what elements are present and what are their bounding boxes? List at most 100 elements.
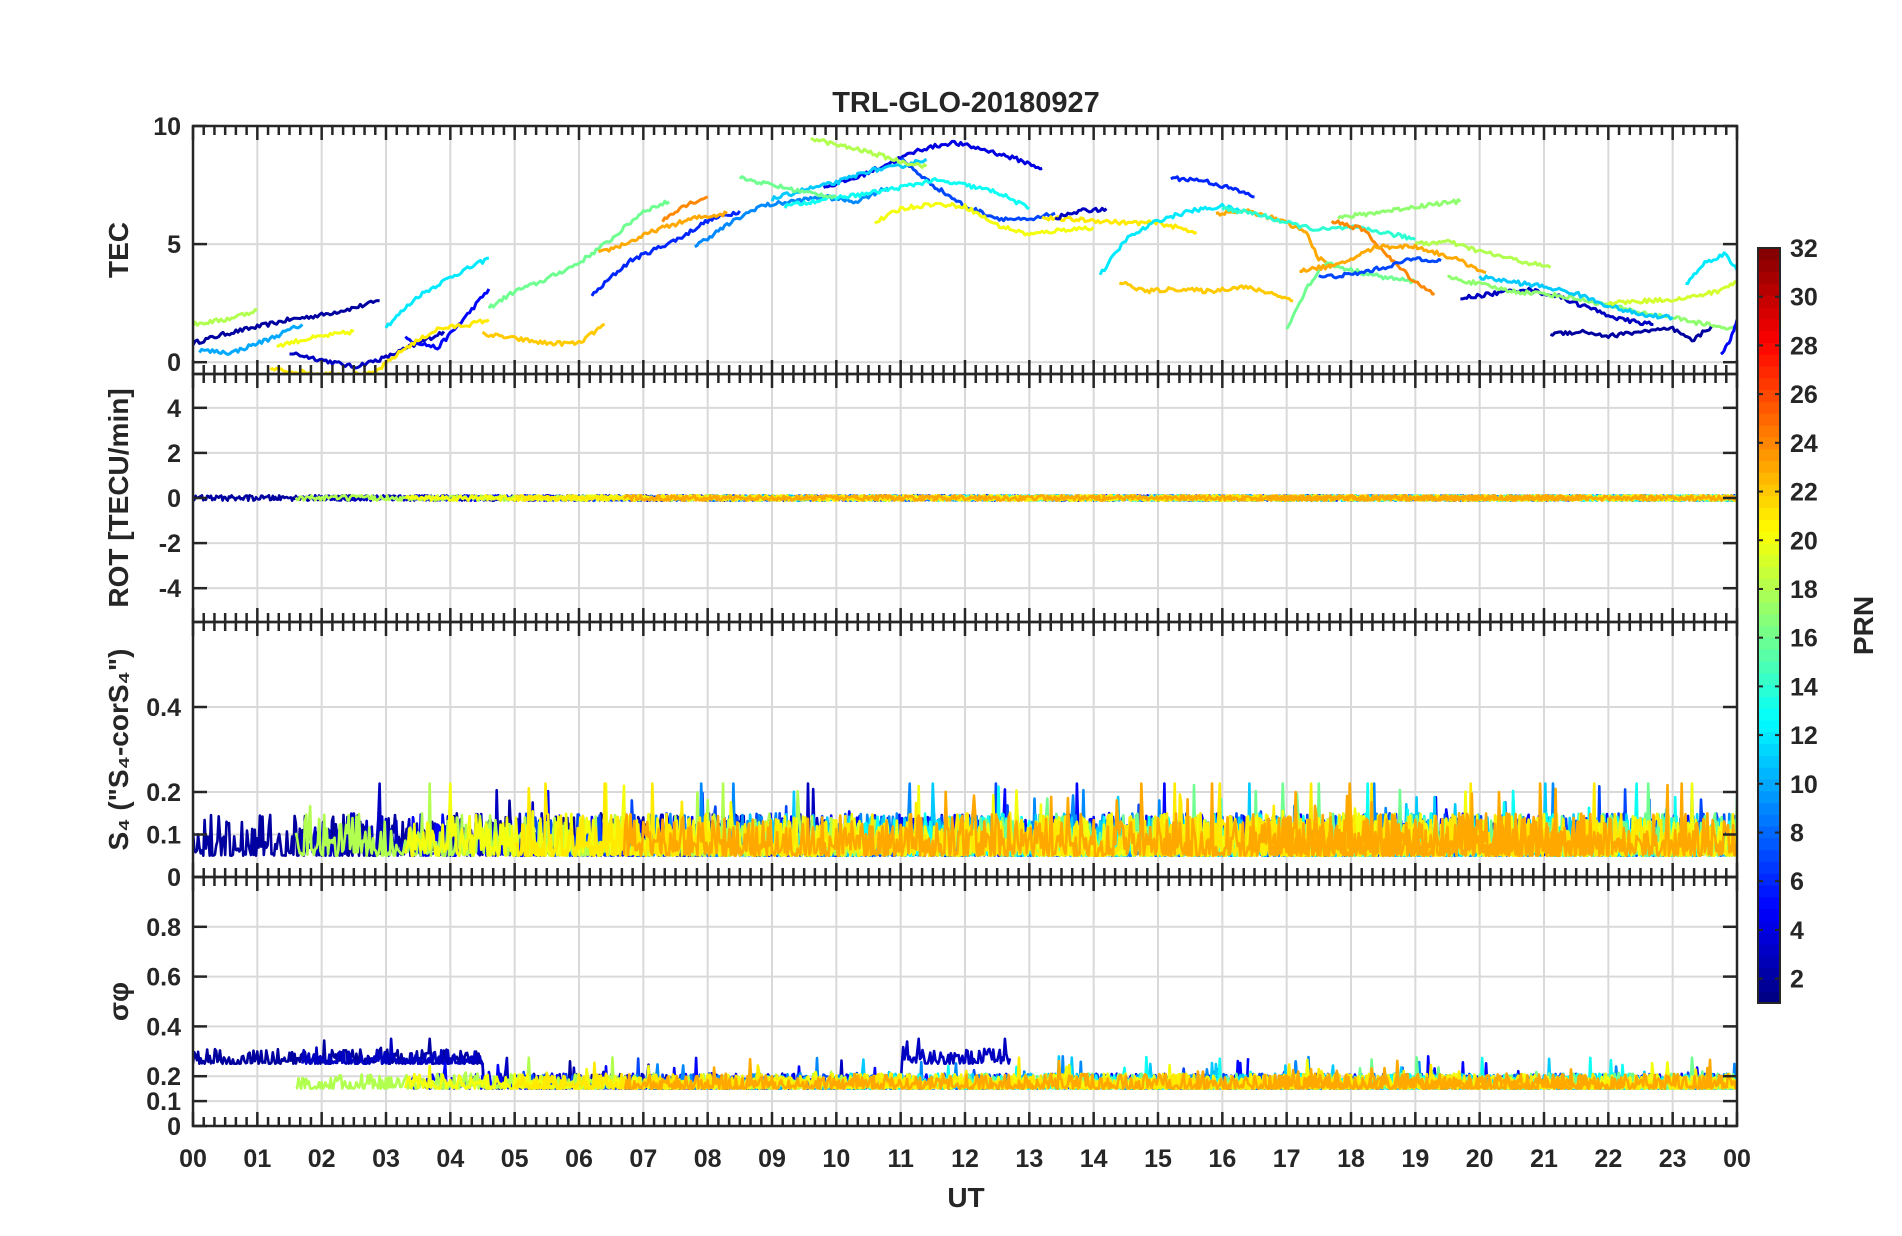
y-tick-label: 2 bbox=[167, 440, 181, 468]
x-tick-label: 12 bbox=[951, 1145, 979, 1173]
series-prn-21 bbox=[1041, 215, 1198, 235]
colorbar-tick-label: 2 bbox=[1790, 966, 1804, 994]
y-tick-label: 5 bbox=[167, 231, 181, 259]
y-tick-label: 0.2 bbox=[146, 779, 181, 807]
series-prn-3 bbox=[1460, 286, 1654, 327]
series-prn-21 bbox=[269, 318, 490, 374]
series-prn-13 bbox=[783, 177, 1030, 211]
colorbar-segment bbox=[1758, 613, 1780, 627]
x-tick-label: 22 bbox=[1594, 1145, 1622, 1173]
series-prn-11 bbox=[1478, 274, 1674, 321]
x-tick-label: 19 bbox=[1401, 1145, 1429, 1173]
colorbar-segment bbox=[1758, 719, 1780, 733]
y-tick-label: 0.2 bbox=[146, 1063, 181, 1091]
y-axis-label-tec: TEC bbox=[103, 222, 134, 278]
colorbar-tick-label: 8 bbox=[1790, 820, 1804, 848]
colorbar-tick-label: 10 bbox=[1790, 771, 1818, 799]
colorbar-segment bbox=[1758, 519, 1780, 532]
colorbar-segment bbox=[1758, 896, 1780, 910]
y-tick-label: 0.1 bbox=[146, 822, 181, 850]
colorbar-segment bbox=[1758, 920, 1780, 933]
series-prn-23 bbox=[622, 782, 1591, 858]
colorbar-segment bbox=[1758, 790, 1780, 804]
series-prn-5 bbox=[404, 288, 491, 351]
y-tick-label: -2 bbox=[159, 530, 181, 558]
series-prn-4 bbox=[822, 139, 1043, 189]
panel-sigma_phi: 00.10.2 0.4 0.6 0.8 σφ bbox=[103, 875, 1739, 1141]
colorbar-segment bbox=[1758, 696, 1780, 709]
x-tick-label: 00 bbox=[179, 1145, 207, 1173]
x-ticks-rot bbox=[191, 374, 1739, 622]
colorbar-tick-label: 22 bbox=[1790, 479, 1818, 507]
series-prn-9 bbox=[694, 186, 889, 248]
colorbar-segment bbox=[1758, 354, 1780, 367]
series-prn-6 bbox=[590, 210, 741, 297]
series-prn-10 bbox=[198, 323, 304, 356]
colorbar-segment bbox=[1758, 271, 1780, 284]
colorbar-segment bbox=[1758, 814, 1780, 827]
series-prn-19 bbox=[1607, 280, 1737, 307]
colorbar-segment bbox=[1758, 259, 1780, 273]
y-tick-label: 0 bbox=[167, 485, 181, 513]
colorbar-segment bbox=[1758, 932, 1780, 945]
chart-title: TRL-GLO-20180927 bbox=[832, 87, 1100, 119]
series-prn-17 bbox=[1447, 274, 1737, 331]
x-tick-label: 15 bbox=[1144, 1145, 1172, 1173]
data-s4 bbox=[193, 782, 1737, 858]
y-axis-label-rot: ROT [TECU/min] bbox=[103, 388, 134, 607]
series-prn-23 bbox=[1266, 782, 1737, 858]
series-prn-3 bbox=[1054, 206, 1108, 221]
panel-rot: -4 -2 0 2 4 ROT [TECU/min] bbox=[103, 372, 1739, 624]
x-tick-label: 04 bbox=[436, 1145, 464, 1173]
x-ticks-tec bbox=[191, 126, 1739, 374]
colorbar-segment bbox=[1758, 542, 1780, 556]
colorbar-segment bbox=[1758, 283, 1780, 296]
series-prn-24 bbox=[1330, 219, 1435, 296]
colorbar-tick-label: 24 bbox=[1790, 430, 1818, 458]
x-tick-label: 07 bbox=[629, 1145, 657, 1173]
y-tick-label: 0.6 bbox=[146, 964, 181, 992]
colorbar-segment bbox=[1758, 672, 1780, 686]
series-prn-7 bbox=[1318, 256, 1442, 280]
colorbar-segment bbox=[1758, 908, 1780, 922]
series-prn-23 bbox=[1215, 208, 1333, 270]
colorbar-segment bbox=[1758, 590, 1780, 603]
colorbar-segment bbox=[1758, 330, 1780, 343]
x-tick-labels: 00 01 02 03 04 05 06 07 08 09 10 11 12 13 14 15 16 17 18 19… bbox=[179, 1145, 1751, 1173]
colorbar-segment bbox=[1758, 778, 1780, 792]
series-prn-16 bbox=[738, 175, 837, 200]
colorbar-tick-label: 20 bbox=[1790, 527, 1818, 555]
colorbar-segment bbox=[1758, 991, 1780, 1004]
y-tick-label: 10 bbox=[153, 113, 181, 141]
colorbar-segment bbox=[1758, 684, 1780, 697]
x-tick-label: 09 bbox=[758, 1145, 786, 1173]
data-tec bbox=[193, 137, 1737, 374]
colorbar-segment bbox=[1758, 365, 1780, 379]
y-tick-label: 0.4 bbox=[146, 1013, 181, 1041]
y-tick-label: 0.8 bbox=[146, 914, 181, 942]
y-tick-label: 0.1 bbox=[146, 1088, 181, 1116]
y-axis-label-sigma_phi: σφ bbox=[103, 982, 134, 1021]
series-prn-12 bbox=[384, 256, 489, 329]
y-axis-label-s4: S₄ ("S₄-corS₄") bbox=[103, 649, 134, 851]
series-prn-2 bbox=[1549, 325, 1713, 343]
series-prn-12 bbox=[1685, 251, 1737, 286]
colorbar-segment bbox=[1758, 401, 1780, 414]
x-tick-label: 16 bbox=[1208, 1145, 1236, 1173]
colorbar-segment bbox=[1758, 649, 1780, 662]
colorbar-segment bbox=[1758, 955, 1780, 969]
x-tick-label: 08 bbox=[694, 1145, 722, 1173]
colorbar-segment bbox=[1758, 413, 1780, 426]
colorbar-tick-label: 28 bbox=[1790, 332, 1818, 360]
x-tick-label: 05 bbox=[501, 1145, 529, 1173]
series-prn-12 bbox=[1098, 202, 1242, 276]
series-prn-2 bbox=[193, 299, 380, 346]
x-tick-label: 21 bbox=[1530, 1145, 1558, 1173]
y-tick-label: 0 bbox=[167, 864, 181, 892]
series-prn-20 bbox=[874, 201, 1095, 237]
colorbar-segment bbox=[1758, 472, 1780, 485]
series-prn-23 bbox=[1266, 494, 1737, 503]
y-tick-label: 4 bbox=[167, 395, 181, 423]
series-prn-17 bbox=[1337, 198, 1462, 220]
